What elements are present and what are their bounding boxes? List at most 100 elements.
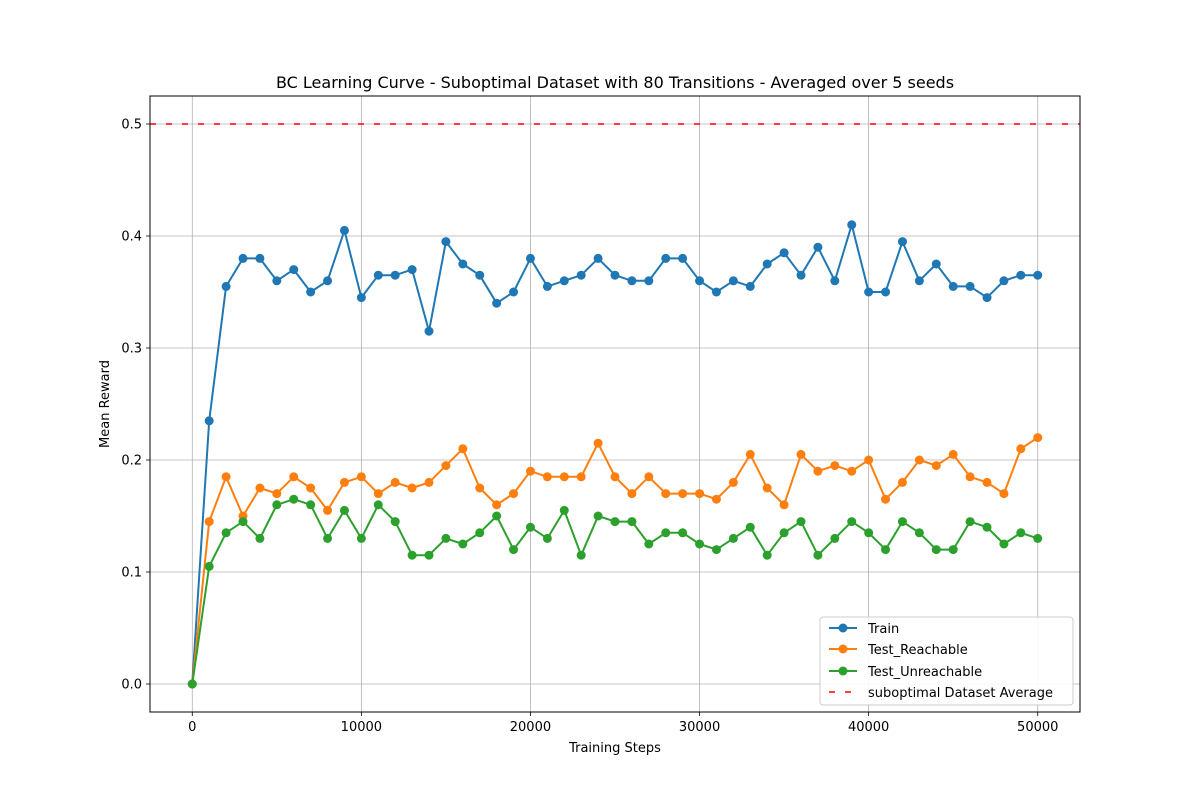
data-point-test-unreachable [881,545,891,555]
data-point-test-unreachable [796,517,806,527]
data-point-train [745,281,755,291]
data-point-train [390,270,400,280]
data-point-train [661,253,671,263]
data-point-test-reachable [982,477,992,487]
data-point-train [1016,270,1026,280]
data-point-test-reachable [1033,433,1043,443]
plot-area-frame [149,95,1081,713]
data-point-test-unreachable [999,539,1009,549]
data-point-train [610,270,620,280]
data-point-test-unreachable [187,679,197,689]
data-point-test-reachable [441,461,451,471]
data-point-test-reachable [458,444,468,454]
data-point-test-unreachable [762,550,772,560]
data-point-test-unreachable [255,533,265,543]
data-point-test-unreachable [221,528,231,538]
legend-marker-train [838,623,848,633]
x-tick-label: 0 [188,720,196,735]
data-point-test-unreachable [728,533,738,543]
data-point-test-reachable [542,472,552,482]
data-point-test-reachable [255,483,265,493]
data-point-test-unreachable [813,550,823,560]
data-point-test-reachable [289,472,299,482]
data-point-test-reachable [627,489,637,499]
series-train [187,220,1043,689]
data-point-train [204,416,214,426]
legend-box [819,616,1074,706]
chart-title: BC Learning Curve - Suboptimal Dataset w… [276,73,954,92]
data-point-test-reachable [644,472,654,482]
data-point-test-reachable [813,466,823,476]
data-point-test-unreachable [542,533,552,543]
data-point-train [356,293,366,303]
data-point-test-unreachable [864,528,874,538]
data-point-train [221,281,231,291]
data-point-test-reachable [762,483,772,493]
data-point-train [813,242,823,252]
data-point-test-reachable [897,477,907,487]
legend-marker-test-unreachable [838,666,848,676]
data-point-test-reachable [221,472,231,482]
data-point-train [711,287,721,297]
data-point-test-reachable [830,461,840,471]
data-point-test-reachable [914,455,924,465]
data-point-test-reachable [390,477,400,487]
data-point-train [999,276,1009,286]
data-point-test-reachable [779,500,789,510]
data-point-train [881,287,891,297]
data-point-train [965,281,975,291]
data-point-train [407,265,417,275]
data-point-test-unreachable [644,539,654,549]
data-point-test-unreachable [323,533,333,543]
data-point-train [424,326,434,336]
data-point-test-unreachable [356,533,366,543]
data-point-test-unreachable [424,550,434,560]
data-point-test-reachable [965,472,975,482]
data-point-test-unreachable [982,522,992,532]
data-point-test-unreachable [931,545,941,555]
data-point-train [948,281,958,291]
data-point-train [847,220,857,230]
data-point-test-reachable [728,477,738,487]
x-tick-label: 10000 [341,720,382,735]
data-point-test-unreachable [492,511,502,521]
data-point-test-unreachable [711,545,721,555]
data-point-test-unreachable [238,517,248,527]
data-point-test-unreachable [339,505,349,515]
data-point-train [458,259,468,269]
data-point-test-reachable [661,489,671,499]
data-point-test-unreachable [1016,528,1026,538]
data-point-test-reachable [339,477,349,487]
data-point-train [779,248,789,258]
data-point-test-reachable [525,466,535,476]
data-point-test-reachable [711,494,721,504]
data-point-test-unreachable [847,517,857,527]
data-point-train [593,253,603,263]
data-point-test-unreachable [373,500,383,510]
y-tick-label: 0.2 [121,454,142,469]
data-point-test-reachable [864,455,874,465]
data-point-train [272,276,282,286]
data-point-test-reachable [610,472,620,482]
data-point-test-unreachable [830,533,840,543]
data-point-test-unreachable [306,500,316,510]
legend-label-suboptimal-average: suboptimal Dataset Average [868,686,1053,701]
data-point-train [830,276,840,286]
data-point-test-unreachable [576,550,586,560]
legend-label-test-unreachable: Test_Unreachable [867,665,982,680]
data-point-train [289,265,299,275]
data-point-train [1033,270,1043,280]
data-point-train [492,298,502,308]
data-point-test-reachable [492,500,502,510]
data-point-test-unreachable [965,517,975,527]
data-point-test-reachable [796,449,806,459]
data-point-train [695,276,705,286]
data-point-test-reachable [678,489,688,499]
data-point-test-unreachable [509,545,519,555]
x-tick-label: 40000 [848,720,889,735]
data-point-train [931,259,941,269]
data-point-test-unreachable [661,528,671,538]
data-point-test-unreachable [390,517,400,527]
legend-label-train: Train [867,622,899,637]
